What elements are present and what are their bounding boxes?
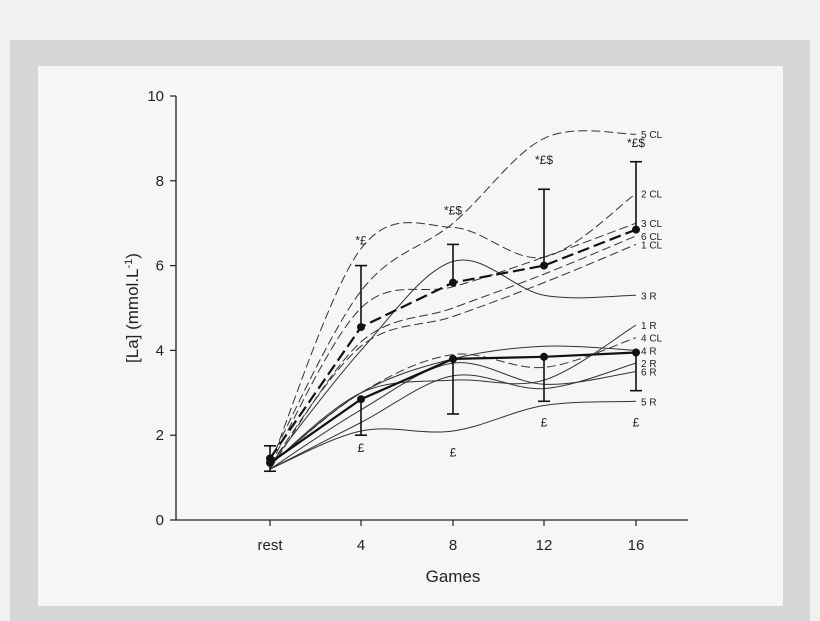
series-label-1-r: 1 R (641, 321, 657, 332)
mean-point-r-mean (266, 458, 274, 467)
y-tick-label: 8 (156, 173, 164, 190)
mean-point-cl-mean (540, 261, 548, 270)
series-line-5-cl (269, 130, 637, 461)
y-tick-label: 0 (156, 512, 164, 529)
y-tick-label: 6 (156, 258, 164, 275)
mean-point-r-mean (449, 354, 457, 363)
figure-panel (38, 66, 783, 606)
significance-annotation: £ (450, 445, 457, 459)
y-axis-title: [La] (mmol.L-1) (123, 253, 142, 363)
series-line-4-cl (269, 337, 637, 466)
series-label-5-cl: 5 CL (641, 130, 663, 141)
y-axis-title-superscript: -1 (123, 259, 135, 269)
significance-annotations: *£ *£$ *£$ *£$ £ £ £ £ (355, 136, 645, 460)
series-lines (269, 130, 637, 470)
mean-lines (264, 160, 642, 473)
series-label-2-cl: 2 CL (641, 190, 663, 201)
mean-point-r-mean (357, 395, 365, 404)
significance-annotation: *£$ (535, 153, 553, 167)
mean-point-r-mean (540, 352, 548, 361)
y-axis-title-close: ) (123, 253, 142, 259)
y-tick-label: 4 (156, 342, 164, 359)
mean-point-cl-mean (449, 278, 457, 287)
axes: 0 2 4 6 8 10 rest 4 8 12 16 (147, 88, 688, 554)
significance-annotation: *£ (355, 233, 367, 247)
series-label-1-cl: 1 CL (641, 240, 663, 251)
significance-annotation: £ (541, 416, 548, 430)
series-line-1-cl (269, 243, 637, 466)
mean-point-cl-mean (632, 225, 640, 234)
series-line-6-cl (269, 235, 637, 470)
mean-point-r-mean (632, 348, 640, 357)
significance-annotation: £ (358, 441, 365, 455)
series-label-6-r: 6 R (641, 368, 657, 379)
x-tick-label: 4 (357, 537, 365, 554)
series-label-4-r: 4 R (641, 346, 657, 357)
series-labels: 5 CL 2 CL 3 CL 6 CL1 CL 3 R 1 R 4 CL4 R 2 R6 R 5… (641, 130, 663, 408)
series-label-6-cl: 6 CL (641, 232, 663, 243)
y-tick-label: 10 (147, 88, 164, 105)
significance-annotation: *£$ (444, 204, 462, 218)
significance-annotation: £ (633, 416, 640, 430)
x-tick-label: 16 (628, 537, 645, 554)
series-line-3-r (269, 259, 637, 466)
series-label-4-cl: 4 CL (641, 334, 663, 345)
series-label-5-r: 5 R (641, 397, 657, 408)
series-label-2-r: 2 R (641, 359, 657, 370)
series-line-2-cl (269, 193, 637, 466)
x-axis-title: Games (426, 567, 481, 586)
series-label-3-r: 3 R (641, 291, 657, 302)
x-tick-label: rest (257, 537, 283, 554)
x-tick-label: 12 (536, 537, 553, 554)
significance-annotation: *£$ (627, 136, 645, 150)
y-axis-title-main: [La] (mmol.L (123, 268, 142, 362)
series-label-3-cl: 3 CL (641, 219, 663, 230)
mean-point-cl-mean (357, 323, 365, 332)
y-tick-label: 2 (156, 427, 164, 444)
series-line-5-r (269, 400, 637, 470)
x-tick-label: 8 (449, 537, 457, 554)
